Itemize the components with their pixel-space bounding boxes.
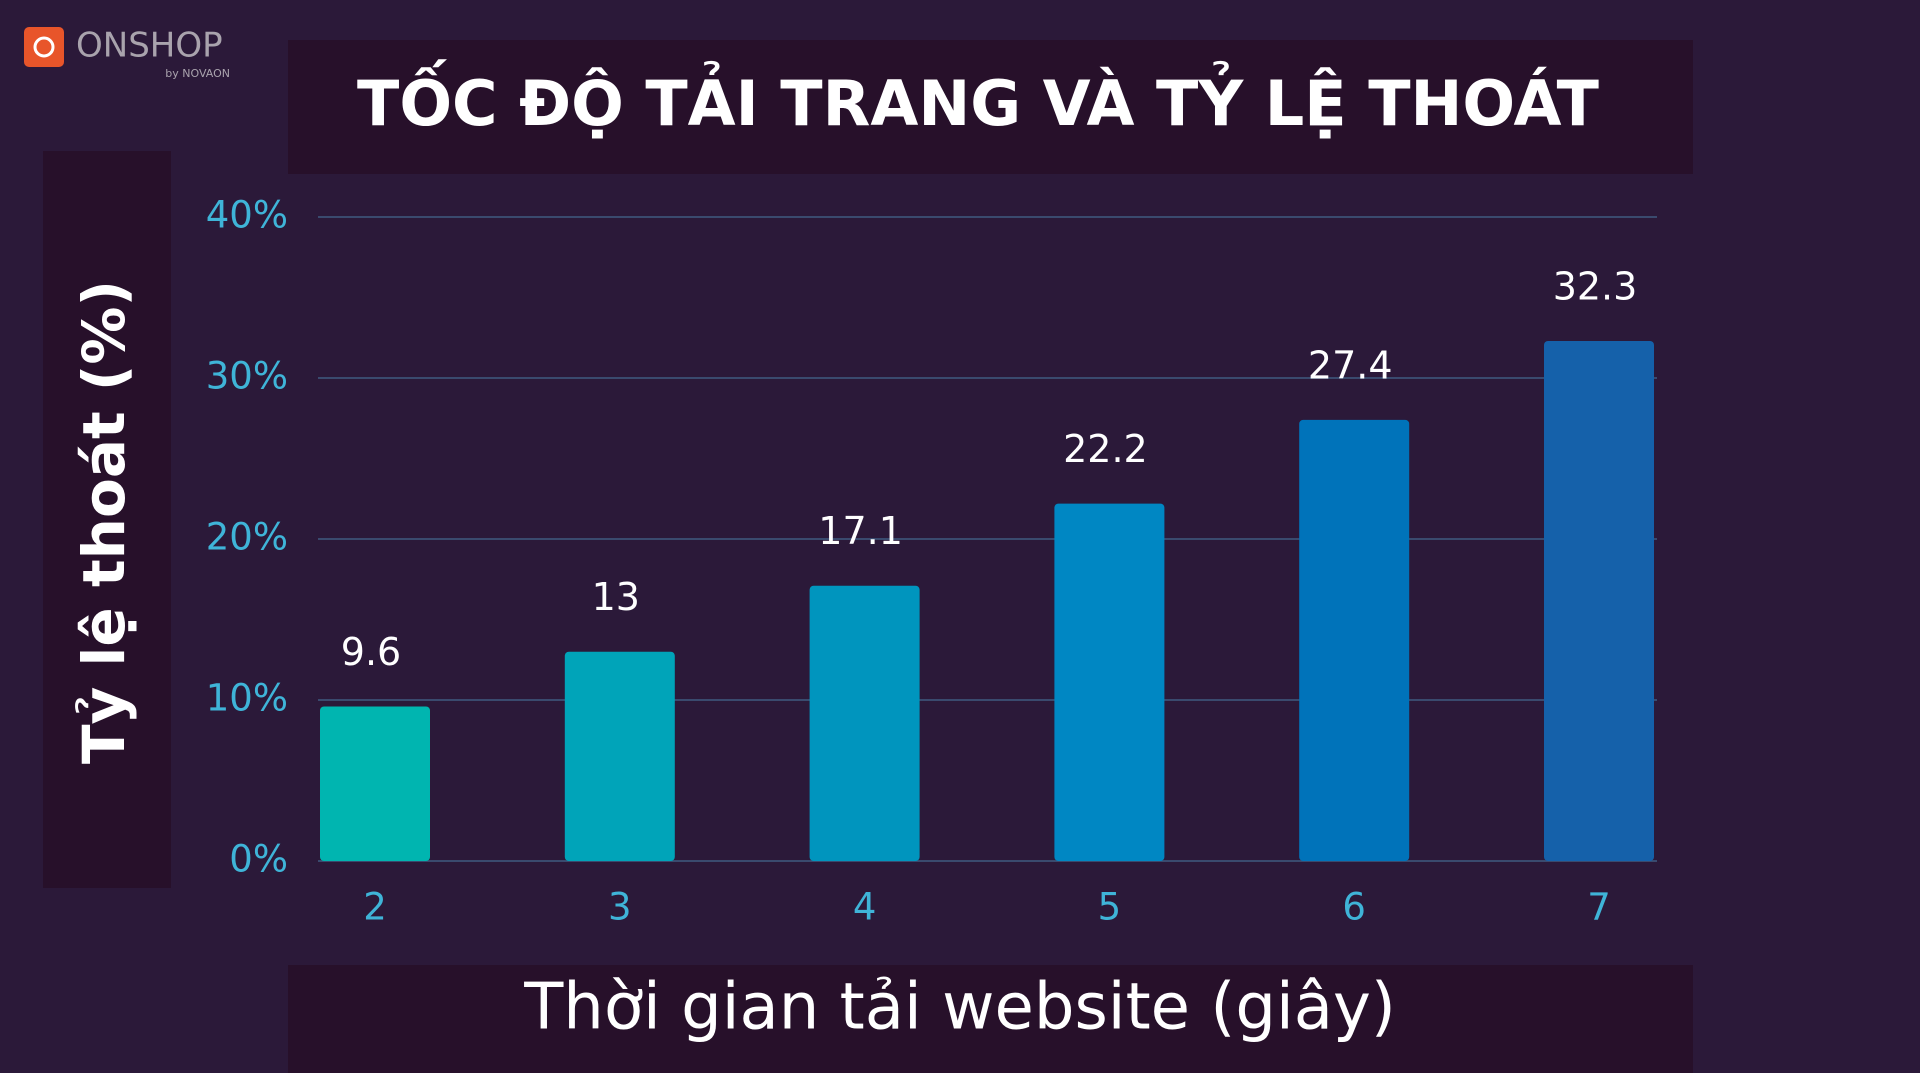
data-label: 22.2 <box>1063 427 1148 471</box>
bar <box>564 651 675 861</box>
data-label: 9.6 <box>341 630 401 674</box>
y-tick-label: 0% <box>229 838 288 881</box>
bar <box>320 706 430 861</box>
x-tick-label: 4 <box>853 886 877 929</box>
logo-icon-mark <box>33 36 55 58</box>
data-label: 13 <box>592 575 640 619</box>
x-title-box <box>288 965 1693 1073</box>
chart-title: TỐC ĐỘ TẢI TRANG VÀ TỶ LỆ THOÁT <box>357 59 1599 140</box>
y-tick-label: 40% <box>206 194 288 237</box>
data-label: 17.1 <box>818 509 903 553</box>
bar <box>1299 419 1410 861</box>
data-label: 27.4 <box>1308 343 1393 387</box>
y-axis-title: Tỷ lệ thoát (%) <box>70 280 138 764</box>
y-tick-label: 20% <box>206 516 288 559</box>
logo-name: ONSHOP <box>76 26 223 66</box>
bar <box>809 585 920 861</box>
x-tick-label: 7 <box>1587 886 1611 929</box>
bar <box>1054 503 1165 861</box>
y-tick-label: 10% <box>206 677 288 720</box>
data-label: 32.3 <box>1553 264 1638 308</box>
logo-tagline: by NOVAON <box>165 67 230 80</box>
y-tick-label: 30% <box>206 355 288 398</box>
x-tick-label: 2 <box>363 886 387 929</box>
x-tick-label: 5 <box>1098 886 1122 929</box>
x-tick-label: 3 <box>608 886 632 929</box>
x-tick-label: 6 <box>1342 886 1366 929</box>
x-axis-title: Thời gian tải website (giây) <box>523 971 1396 1045</box>
bar <box>1544 340 1654 862</box>
y-title-box <box>43 151 171 888</box>
title-box <box>288 40 1693 174</box>
logo-icon <box>24 27 64 67</box>
